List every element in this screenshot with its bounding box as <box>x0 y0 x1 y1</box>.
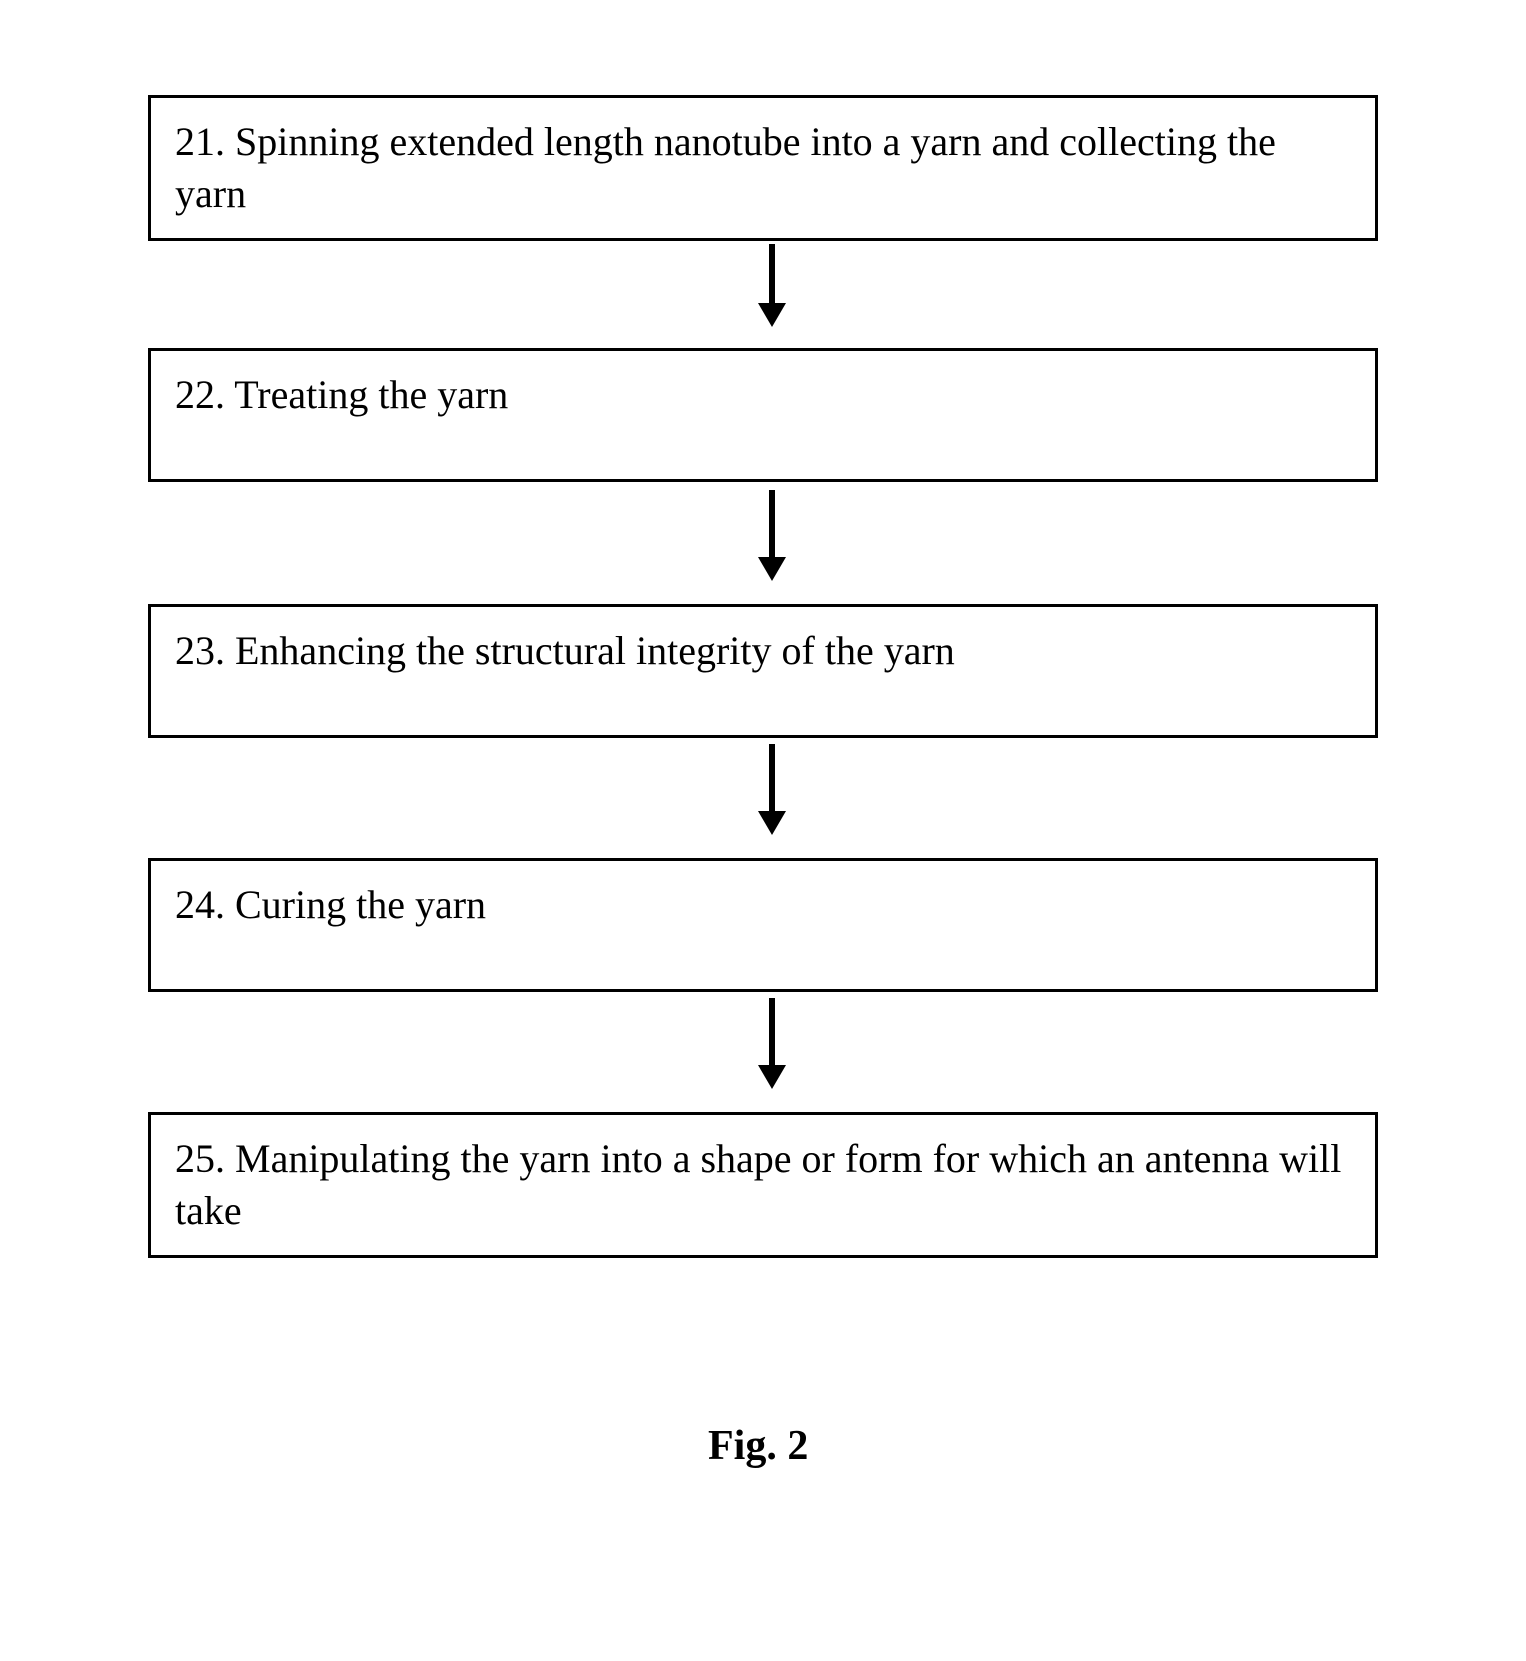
flowchart-canvas: 21. Spinning extended length nanotube in… <box>0 0 1526 1661</box>
step-box-22: 22. Treating the yarn <box>148 348 1378 482</box>
figure-caption: Fig. 2 <box>708 1422 808 1470</box>
arrow-head-icon <box>758 557 786 581</box>
arrow-3 <box>758 744 786 835</box>
step-box-23: 23. Enhancing the structural integrity o… <box>148 604 1378 738</box>
arrow-head-icon <box>758 303 786 327</box>
step-box-24: 24. Curing the yarn <box>148 858 1378 992</box>
arrow-shaft <box>769 998 775 1066</box>
arrow-1 <box>758 244 786 327</box>
step-text-24: 24. Curing the yarn <box>175 879 486 931</box>
arrow-4 <box>758 998 786 1089</box>
arrow-head-icon <box>758 811 786 835</box>
arrow-head-icon <box>758 1065 786 1089</box>
step-text-23: 23. Enhancing the structural integrity o… <box>175 625 955 677</box>
step-text-25: 25. Manipulating the yarn into a shape o… <box>175 1133 1351 1237</box>
arrow-2 <box>758 490 786 581</box>
arrow-shaft <box>769 490 775 558</box>
step-box-25: 25. Manipulating the yarn into a shape o… <box>148 1112 1378 1258</box>
step-text-21: 21. Spinning extended length nanotube in… <box>175 116 1351 220</box>
arrow-shaft <box>769 744 775 812</box>
step-text-22: 22. Treating the yarn <box>175 369 508 421</box>
step-box-21: 21. Spinning extended length nanotube in… <box>148 95 1378 241</box>
arrow-shaft <box>769 244 775 304</box>
